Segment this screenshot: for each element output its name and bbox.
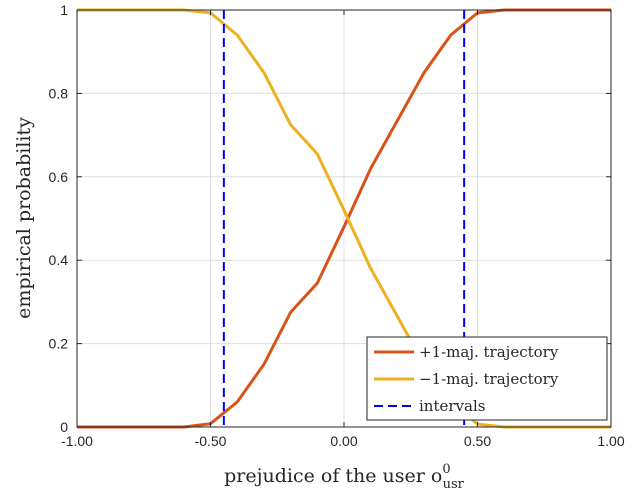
tick-labels: -1.00 -0.50 0.00 0.50 1.00 0 0.2 0.4 0.6 0.8 1 bbox=[49, 2, 625, 449]
x-axis-label-sup: 0 bbox=[442, 462, 450, 477]
grid bbox=[77, 10, 611, 427]
x-tick-label: 0.50 bbox=[464, 433, 491, 449]
y-tick-label: 0.6 bbox=[49, 169, 69, 185]
x-axis-label-main: prejudice of the user o bbox=[224, 465, 442, 487]
x-tick-label: -0.50 bbox=[195, 433, 227, 449]
legend-label-intervals: intervals bbox=[419, 397, 485, 415]
x-axis-label-sub: usr bbox=[443, 477, 465, 492]
y-tick-label: 0 bbox=[60, 419, 68, 435]
y-axis-label: empirical probability bbox=[13, 117, 35, 319]
x-tick-label: 1.00 bbox=[597, 433, 624, 449]
legend-label-minus1: −1-maj. trajectory bbox=[419, 370, 559, 388]
x-axis-label: prejudice of the user o0 usr bbox=[224, 462, 465, 492]
y-tick-label: 0.2 bbox=[49, 336, 69, 352]
ticks bbox=[76, 9, 612, 428]
y-tick-label: 0.8 bbox=[49, 85, 69, 101]
y-tick-label: 0.4 bbox=[49, 252, 69, 268]
y-tick-label: 1 bbox=[60, 2, 68, 18]
x-tick-label: -1.00 bbox=[61, 433, 93, 449]
legend: +1-maj. trajectory −1-maj. trajectory in… bbox=[366, 336, 608, 421]
legend-label-plus1: +1-maj. trajectory bbox=[419, 343, 559, 361]
x-tick-label: 0.00 bbox=[330, 433, 357, 449]
